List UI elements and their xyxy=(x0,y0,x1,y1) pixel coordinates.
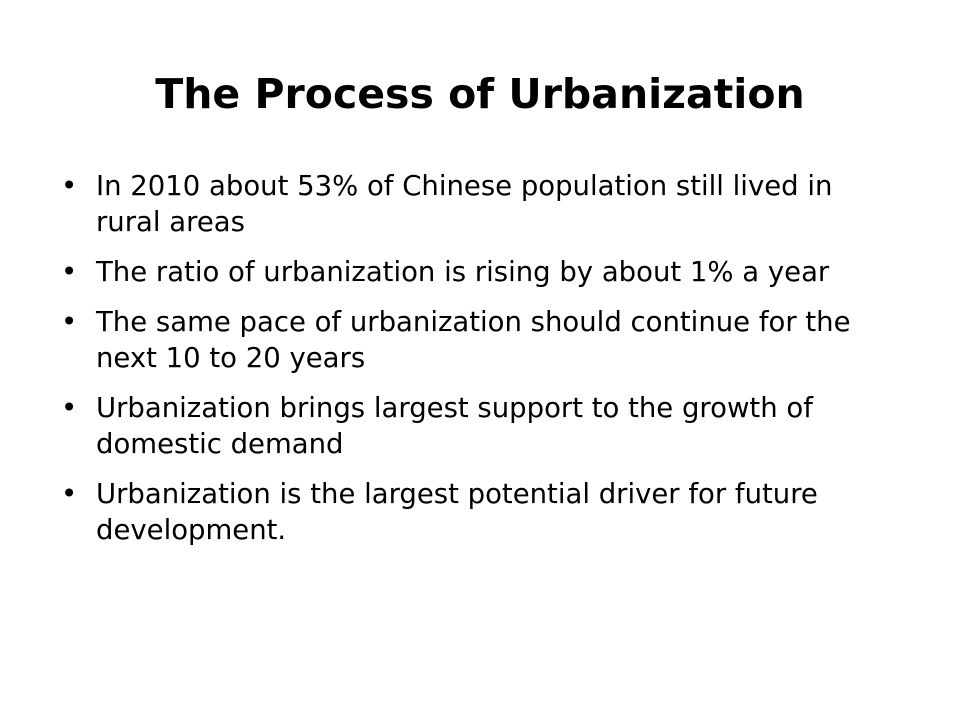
bullet-text: In 2010 about 53% of Chinese population … xyxy=(96,170,833,238)
bullet-text: The same pace of urbanization should con… xyxy=(96,306,851,374)
bullet-text: Urbanization brings largest support to t… xyxy=(96,392,813,460)
bullet-item: • The ratio of urbanization is rising by… xyxy=(60,254,900,290)
bullet-icon: • xyxy=(61,256,78,288)
slide-title: The Process of Urbanization xyxy=(155,70,805,118)
bullet-icon: • xyxy=(61,392,78,424)
bullet-text: The ratio of urbanization is rising by a… xyxy=(96,256,830,288)
bullet-icon: • xyxy=(61,306,78,338)
bullet-item: • In 2010 about 53% of Chinese populatio… xyxy=(60,168,900,240)
bullet-item: • Urbanization brings largest support to… xyxy=(60,390,900,462)
bullet-list: • In 2010 about 53% of Chinese populatio… xyxy=(60,168,900,562)
bullet-icon: • xyxy=(61,478,78,510)
bullet-item: • The same pace of urbanization should c… xyxy=(60,304,900,376)
bullet-item: • Urbanization is the largest potential … xyxy=(60,476,900,548)
bullet-icon: • xyxy=(61,170,78,202)
bullet-text: Urbanization is the largest potential dr… xyxy=(96,478,818,546)
